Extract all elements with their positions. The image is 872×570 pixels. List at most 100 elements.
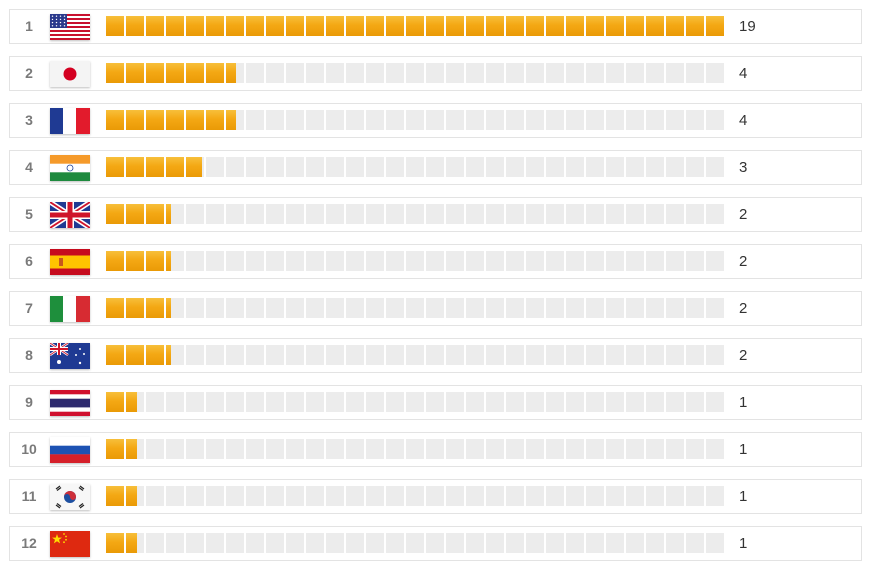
bar-segment (326, 204, 344, 224)
bar-segment (626, 533, 644, 553)
bar-segment (106, 298, 124, 318)
bar-segment (386, 16, 404, 36)
bar-segment (506, 392, 524, 412)
bar-segment (626, 110, 644, 130)
bar-segment (126, 439, 144, 459)
bar-segment (386, 486, 404, 506)
bar-segment (466, 110, 484, 130)
bar-segment (586, 157, 604, 177)
bar-segment (106, 392, 124, 412)
bar-segment (126, 298, 144, 318)
count-value: 1 (739, 441, 748, 458)
bar-segment (186, 204, 204, 224)
bar-segment (586, 486, 604, 506)
bar-segment (306, 16, 324, 36)
bar-segment (206, 298, 224, 318)
bar-segment (626, 392, 644, 412)
bar-segment (626, 251, 644, 271)
bar-segment (506, 251, 524, 271)
bar-segment (346, 486, 364, 506)
bar-segment (406, 298, 424, 318)
bar-segment (626, 439, 644, 459)
bar-segment (186, 16, 204, 36)
bar-segment (486, 345, 504, 365)
rank-number: 12 (21, 535, 37, 551)
bar-segment (346, 110, 364, 130)
bar-segment (586, 16, 604, 36)
bar-segment (686, 63, 704, 83)
bar-segment (446, 533, 464, 553)
bar-segment (166, 16, 184, 36)
bar-segment (406, 533, 424, 553)
bar-segment (446, 345, 464, 365)
bar-segment (486, 439, 504, 459)
bar-segment (266, 439, 284, 459)
bar-segment (326, 298, 344, 318)
bar-segment (286, 439, 304, 459)
france-flag-icon (50, 108, 90, 134)
bar-segment (166, 110, 184, 130)
bar-segment (506, 63, 524, 83)
bar-segment (626, 63, 644, 83)
bar-segment (426, 16, 444, 36)
bar-segment (466, 157, 484, 177)
count-value: 1 (739, 488, 748, 505)
bar-segment (286, 533, 304, 553)
bar-segment (526, 157, 544, 177)
count-value: 19 (739, 18, 756, 35)
bar-segment (606, 439, 624, 459)
bar-segment (406, 110, 424, 130)
bar-segment (326, 533, 344, 553)
bar-segment (646, 439, 664, 459)
bar-segment (226, 298, 244, 318)
bar-segment (166, 345, 184, 365)
bar-segment (406, 486, 424, 506)
bar-segment (126, 16, 144, 36)
bar-segment (346, 345, 364, 365)
bar-segment (366, 63, 384, 83)
count-value: 2 (739, 347, 748, 364)
rank-number: 9 (25, 394, 33, 410)
spain-flag-icon (50, 249, 90, 275)
bar-segment (406, 392, 424, 412)
bar-segment (146, 345, 164, 365)
bar-segment (606, 486, 624, 506)
bar-segment (586, 204, 604, 224)
bar-segment (406, 439, 424, 459)
bar-segment (286, 157, 304, 177)
bar-segment (646, 486, 664, 506)
bar-segment (426, 204, 444, 224)
bar-segment (466, 63, 484, 83)
count-value: 2 (739, 300, 748, 317)
bar-segment (186, 251, 204, 271)
bar-segment (686, 157, 704, 177)
bar-segment (226, 486, 244, 506)
bar-segment (266, 16, 284, 36)
count-value: 2 (739, 253, 748, 270)
bar-segment (166, 533, 184, 553)
bar-segment (446, 439, 464, 459)
bar-segment (346, 392, 364, 412)
bar-segment (546, 298, 564, 318)
count-value: 4 (739, 112, 748, 129)
italy-flag-icon (50, 296, 90, 322)
bar-segment (546, 486, 564, 506)
bar-segment (366, 298, 384, 318)
bar-segment (646, 345, 664, 365)
bar-segment (506, 345, 524, 365)
china-flag-icon (50, 531, 90, 557)
bar-segment (146, 16, 164, 36)
bar-segment (346, 439, 364, 459)
bar-segment (466, 298, 484, 318)
bar-segment (526, 392, 544, 412)
bar-segment (646, 251, 664, 271)
bar-segment (486, 251, 504, 271)
japan-flag-icon (50, 61, 90, 87)
bar-segment (646, 533, 664, 553)
bar-segment (246, 298, 264, 318)
bar-segment (206, 392, 224, 412)
bar-segment (126, 345, 144, 365)
bar-segment (186, 439, 204, 459)
